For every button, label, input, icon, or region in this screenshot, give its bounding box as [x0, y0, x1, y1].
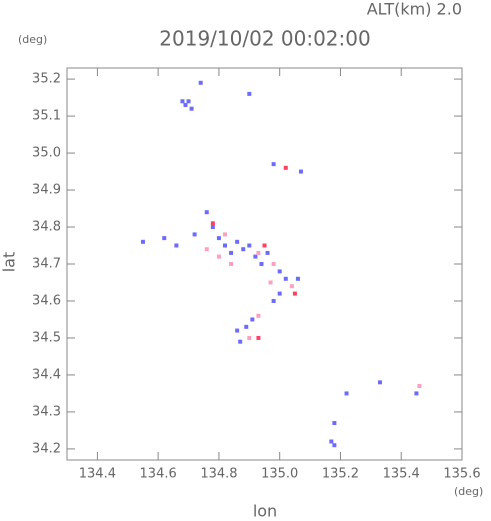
echo-point [162, 236, 167, 241]
echo-point [189, 106, 194, 111]
echo-point [256, 313, 261, 318]
x-tick-label: 135.0 [261, 467, 298, 482]
echo-point [192, 232, 197, 237]
echo-point [344, 391, 349, 396]
y-unit: (deg) [18, 33, 47, 46]
echo-point [289, 284, 294, 289]
echo-point [223, 243, 227, 248]
echo-point [262, 243, 267, 248]
echo-point [235, 328, 240, 333]
y-tick-label: 34.9 [32, 183, 61, 198]
x-tick-label: 134.8 [200, 467, 237, 482]
y-tick-label: 34.6 [32, 293, 61, 308]
echo-point [204, 247, 209, 252]
echo-point [229, 262, 234, 266]
x-axis-label: lon [253, 502, 277, 521]
x-unit: (deg) [454, 485, 483, 498]
echo-point [298, 169, 303, 174]
y-tick-label: 35.0 [32, 146, 61, 161]
echo-point [238, 339, 243, 344]
echo-point [216, 254, 221, 259]
echo-point [247, 243, 252, 248]
echo-point [277, 291, 282, 296]
echo-point [283, 165, 288, 170]
echo-point [140, 239, 145, 244]
echo-point [210, 225, 215, 230]
y-tick-label: 35.1 [32, 109, 61, 124]
echo-point [256, 335, 261, 340]
y-tick-label: 34.4 [32, 367, 61, 382]
echo-point [268, 280, 273, 285]
echo-point [271, 262, 276, 266]
y-tick-label: 34.2 [32, 441, 61, 456]
x-tick-label: 135.6 [443, 467, 480, 482]
echo-point [244, 324, 249, 329]
echo-point [235, 239, 240, 244]
echo-point [180, 99, 185, 104]
subtitle: ALT(km) 2.0 [367, 0, 462, 19]
echo-point [332, 443, 337, 448]
echo-point [174, 243, 179, 248]
x-tick-label: 134.6 [140, 467, 177, 482]
echo-point [417, 384, 422, 389]
x-tick-label: 135.2 [322, 467, 359, 482]
echo-point [223, 232, 227, 237]
plot-frame [66, 67, 463, 461]
y-tick-label: 34.8 [32, 220, 61, 235]
echo-point [265, 250, 270, 255]
echo-point [271, 162, 276, 167]
echo-point [216, 236, 221, 241]
echo-point [256, 250, 261, 255]
echo-point [241, 247, 246, 252]
echo-point [414, 391, 419, 396]
y-axis-label: lat [0, 252, 19, 273]
echo-point [250, 317, 255, 322]
echo-point [277, 269, 282, 274]
y-tick-label: 35.2 [32, 72, 61, 87]
x-tick-label: 134.4 [79, 467, 116, 482]
y-tick-label: 34.5 [32, 330, 61, 345]
echo-point [253, 254, 258, 259]
echo-point [247, 91, 252, 96]
echo-point [198, 80, 203, 85]
echo-point [186, 99, 191, 104]
echo-point [271, 298, 276, 303]
x-tick-label: 135.4 [383, 467, 420, 482]
echo-point [247, 335, 252, 340]
echo-point [210, 221, 215, 226]
y-tick-label: 34.7 [32, 257, 61, 272]
echo-point [292, 291, 297, 296]
echo-point [259, 262, 264, 266]
echo-point [183, 102, 188, 107]
echo-point [329, 439, 334, 444]
echo-point [332, 421, 337, 426]
echo-point [283, 276, 288, 281]
echo-point [204, 210, 209, 215]
chart-title: 2019/10/02 00:02:00 [159, 27, 370, 51]
echo-point [295, 276, 300, 281]
echo-point [377, 380, 382, 385]
y-tick-label: 34.3 [32, 404, 61, 419]
echo-point [229, 250, 234, 255]
